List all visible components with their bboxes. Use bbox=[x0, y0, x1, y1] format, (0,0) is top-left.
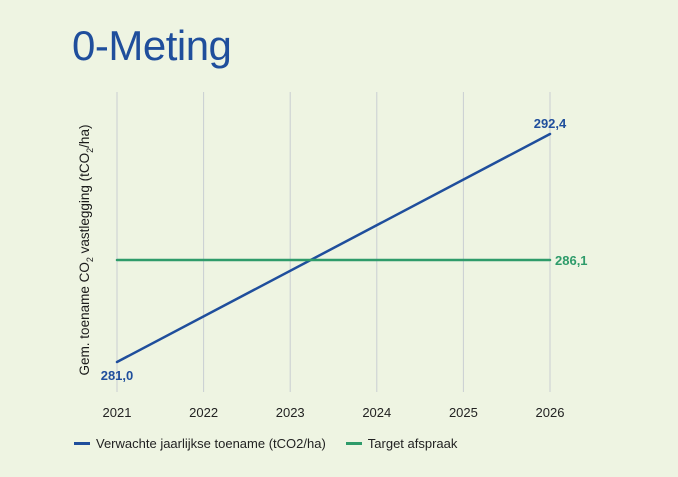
legend-item-target: Target afspraak bbox=[345, 436, 458, 451]
page-title: 0-Meting bbox=[72, 22, 232, 69]
legend-label-target: Target afspraak bbox=[367, 436, 458, 451]
x-tick-2024: 2024 bbox=[362, 405, 391, 420]
legend-label-expected: Verwachte jaarlijkse toename (tCO2/ha) bbox=[96, 436, 326, 451]
x-tick-2022: 2022 bbox=[189, 405, 218, 420]
series-line-expected bbox=[115, 132, 552, 364]
legend-swatch-target bbox=[345, 442, 362, 445]
data-label-292-4: 292,4 bbox=[534, 116, 567, 131]
data-label-286-1: 286,1 bbox=[555, 253, 588, 268]
legend: Verwachte jaarlijkse toename (tCO2/ha) T… bbox=[74, 436, 457, 451]
x-tick-2025: 2025 bbox=[449, 405, 478, 420]
legend-swatch-expected bbox=[74, 442, 90, 445]
x-tick-2021: 2021 bbox=[103, 405, 132, 420]
x-tick-2026: 2026 bbox=[536, 405, 565, 420]
x-tick-2023: 2023 bbox=[276, 405, 305, 420]
data-label-281-0: 281,0 bbox=[101, 368, 134, 383]
legend-item-expected: Verwachte jaarlijkse toename (tCO2/ha) bbox=[74, 436, 326, 451]
